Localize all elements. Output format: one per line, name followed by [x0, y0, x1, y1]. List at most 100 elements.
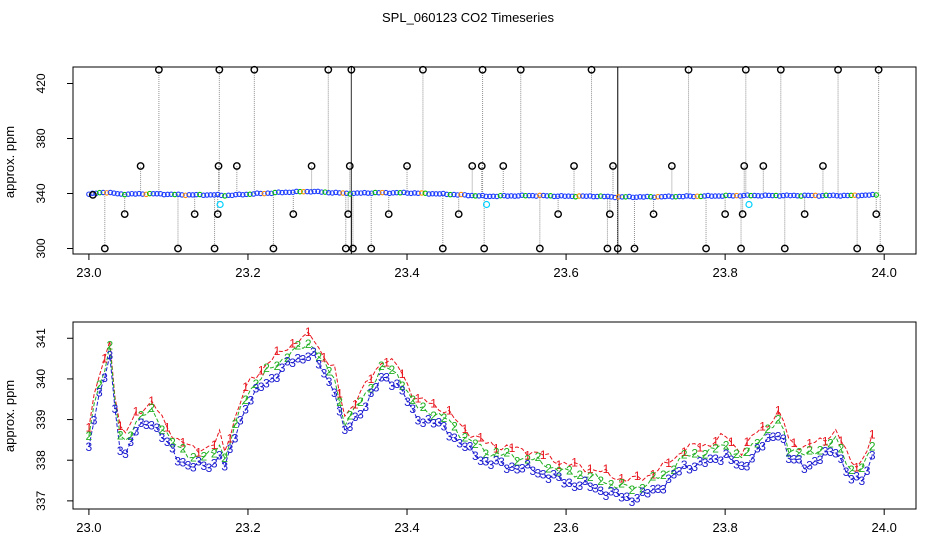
series-point-label-3: 3	[655, 482, 662, 496]
series-point-label-3: 3	[289, 356, 296, 370]
series-point-label-2: 2	[796, 446, 803, 460]
series-point-label-2: 2	[86, 429, 93, 443]
baseline-point	[379, 189, 386, 196]
baseline-point	[662, 193, 668, 200]
baseline-point	[164, 191, 171, 198]
series-point-label-3: 3	[571, 480, 578, 494]
baseline-point	[268, 190, 275, 197]
baseline-point	[293, 188, 300, 195]
baseline-point	[576, 193, 582, 199]
baseline-point	[207, 192, 214, 198]
x-tick-label: 23.4	[394, 520, 419, 535]
bottom-x-axis: 23.0 23.2 23.4 23.6 23.8 24.0	[76, 508, 897, 535]
baseline-point	[118, 191, 124, 197]
baseline-point	[257, 190, 264, 197]
series-point-label-3: 3	[409, 402, 416, 416]
baseline-point	[247, 191, 253, 197]
baseline-point	[784, 192, 790, 198]
baseline-point	[376, 190, 382, 196]
series-point-label-3: 3	[587, 480, 594, 494]
baseline-point	[408, 190, 414, 197]
series-point-label-3: 3	[221, 460, 228, 474]
outlier-point	[499, 162, 508, 170]
baseline-point	[690, 193, 697, 200]
series-point-label-2: 2	[712, 442, 719, 456]
series-point-label-3: 3	[91, 414, 98, 428]
baseline-point	[315, 188, 321, 195]
series-point-label-3: 3	[608, 484, 615, 498]
baseline-point	[676, 193, 683, 200]
baseline-point	[125, 191, 132, 197]
bottom-series-lines	[88, 331, 873, 503]
series-point-label-3: 3	[623, 490, 630, 504]
baseline-point	[787, 192, 794, 199]
baseline-point	[508, 193, 514, 199]
series-point-label-2: 2	[472, 437, 479, 451]
outlier-point	[307, 162, 316, 170]
outlier-point	[737, 244, 745, 253]
outlier-point	[738, 210, 747, 219]
baseline-point	[282, 189, 289, 195]
baseline-point	[472, 193, 479, 199]
outlier-point	[741, 65, 750, 74]
outlier-point	[605, 210, 614, 219]
series-point-label-2: 2	[211, 446, 218, 460]
outlier-point	[88, 190, 97, 199]
series-point-label-3: 3	[253, 382, 260, 396]
series-point-label-3: 3	[159, 431, 166, 445]
baseline-point	[483, 193, 489, 200]
baseline-point	[139, 191, 146, 197]
series-point-label-3: 3	[603, 489, 610, 503]
baseline-point	[741, 192, 747, 199]
baseline-point	[762, 192, 769, 198]
series-point-label-2: 2	[169, 435, 176, 449]
top-co2-panel: 23.0 23.2 23.4 23.6 23.8 24.0 300 340 380 420 ap…	[2, 65, 917, 280]
baseline-point	[830, 192, 837, 198]
baseline-point	[440, 190, 446, 197]
series-point-label-3: 3	[764, 431, 771, 445]
outlier-point	[480, 244, 489, 253]
outlier-point	[740, 162, 749, 170]
baseline-point	[852, 192, 858, 198]
series-point-label-2: 2	[441, 411, 448, 425]
baseline-point	[415, 190, 421, 197]
baseline-point	[637, 194, 643, 200]
y-tick-label: 420	[34, 73, 48, 93]
baseline-point	[580, 193, 586, 199]
series-point-label-1: 1	[665, 456, 672, 470]
series-point-label-1: 1	[195, 445, 202, 459]
baseline-point	[844, 192, 851, 199]
baseline-point	[708, 193, 715, 199]
baseline-point	[694, 193, 701, 199]
outlier-point	[721, 210, 730, 219]
series-point-label-3: 3	[227, 442, 234, 456]
outlier-point	[819, 162, 827, 170]
baseline-point	[537, 192, 543, 199]
series-point-label-1: 1	[728, 435, 735, 449]
series-point-label-1: 1	[697, 440, 704, 454]
series-point-label-3: 3	[754, 442, 761, 456]
baseline-point	[665, 193, 672, 199]
baseline-point	[347, 191, 353, 197]
series-point-label-2: 2	[409, 393, 416, 407]
series-point-label-3: 3	[796, 452, 803, 466]
series-point-label-2: 2	[388, 363, 395, 377]
series-point-label-2: 2	[764, 422, 771, 436]
series-point-label-2: 2	[587, 470, 594, 484]
series-point-label-2: 2	[138, 409, 145, 423]
baseline-point	[608, 194, 615, 200]
baseline-point	[479, 192, 486, 199]
series-point-label-3: 3	[347, 420, 354, 434]
series-point-label-3: 3	[681, 458, 688, 472]
outlier-point	[454, 210, 463, 219]
baseline-point	[243, 191, 250, 198]
series-point-label-3: 3	[712, 452, 719, 466]
series-point-label-3: 3	[462, 440, 469, 454]
outlier-point	[702, 244, 710, 253]
series-point-label-3: 3	[143, 418, 150, 432]
baseline-point	[214, 191, 221, 198]
series-line-2	[88, 343, 873, 491]
baseline-point	[848, 192, 854, 199]
series-point-label-3: 3	[665, 472, 672, 486]
x-tick-label: 23.2	[235, 265, 260, 280]
